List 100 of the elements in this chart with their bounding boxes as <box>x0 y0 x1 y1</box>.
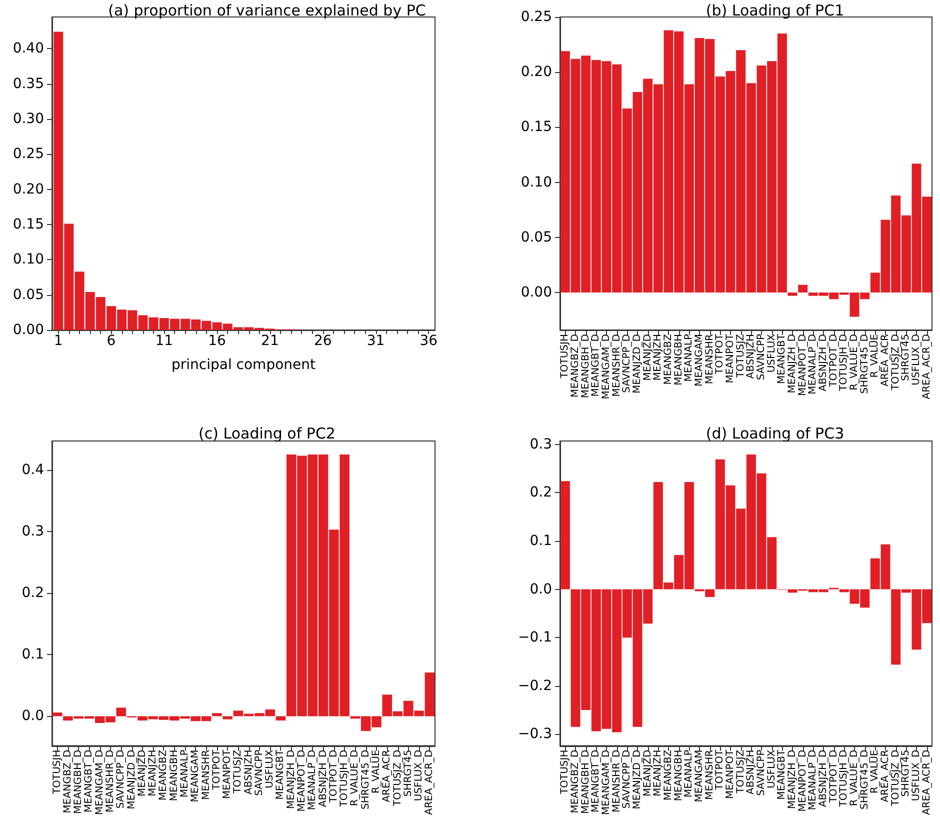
y-tick-label: 0.0 <box>22 708 44 724</box>
y-tick-label: 0.1 <box>22 646 44 663</box>
y-tick-label: 0.00 <box>12 322 44 338</box>
x-tick-label: MEANGBT <box>275 748 286 800</box>
bar <box>222 716 232 720</box>
bar <box>52 712 62 716</box>
y-tick-label: 0.15 <box>12 216 44 232</box>
x-tick-label: R_VALUE <box>870 750 881 794</box>
x-tick-label: AREA_ACR <box>880 334 891 387</box>
x-tick-label: SHRGT45 <box>900 750 912 797</box>
x-tick-label: MEANGBT_D <box>84 749 95 812</box>
y-tick-label: 0.2 <box>530 484 552 501</box>
y-tick-label: 0.3 <box>22 524 44 540</box>
x-tick-label: TOTUSJZ_D <box>890 749 902 808</box>
y-tick-label: 0.10 <box>12 252 44 268</box>
chart-title: (d) Loading of PC3 <box>706 424 844 442</box>
y-tick-label: −0.2 <box>518 678 552 694</box>
x-tick-label: MEANPOT <box>725 748 736 800</box>
x-axis-title: principal component <box>172 357 316 373</box>
x-tick-label: TOTPOT <box>714 748 726 791</box>
x-tick-label: SAVNCPP <box>756 334 767 380</box>
x-tick-label: SAVNCPP_D <box>622 749 633 809</box>
x-tick-label: ABSNJZH_D <box>818 334 829 392</box>
x-tick-label: MEANALP_D <box>307 749 318 810</box>
x-tick-label: MEANSHR <box>200 750 212 800</box>
x-tick-label: MEANGAM_D <box>601 334 612 400</box>
x-tick-label: MEANALP <box>684 334 695 382</box>
x-tick-label: TOTUSJZ_D <box>392 749 404 808</box>
x-tick-label: 6 <box>106 333 116 349</box>
y-tick-label: 0.05 <box>520 229 552 246</box>
x-tick-label: MEANGBH <box>168 750 180 802</box>
x-tick-label: R_VALUE <box>370 750 382 794</box>
x-tick-label: MEANPOT <box>725 333 736 384</box>
x-tick-label: ABSNJZH <box>746 750 757 794</box>
bar <box>116 708 126 716</box>
x-tick-label: MEANJZH_D <box>787 749 798 810</box>
x-tick-label: MEANGBZ <box>663 750 674 800</box>
chart-title: (c) Loading of PC2 <box>198 424 336 442</box>
x-tick-label: MEANJZH_D <box>787 334 798 394</box>
y-tick-label: 0.05 <box>12 286 44 303</box>
x-tick-label: SAVNCPP_D <box>622 334 633 393</box>
y-tick-label: 0.00 <box>520 284 552 301</box>
x-tick-label: SHRGT45_D <box>360 749 372 810</box>
x-tick-label: TOTUSJZ <box>735 750 746 794</box>
x-tick-label: MEANGBT_D <box>590 334 602 397</box>
x-tick-label: MEANALP_D <box>808 749 819 810</box>
x-tick-label: TOTUSJZ <box>232 750 244 794</box>
x-tick-label: MEANPOT <box>222 748 234 800</box>
x-tick-label: USFLUX_D <box>911 334 922 386</box>
y-tick-label: 0.25 <box>12 146 44 162</box>
x-tick-label: MEANSHR_D <box>105 749 116 813</box>
x-tick-label: MEANGAM <box>694 334 705 386</box>
y-tick-label: 0.3 <box>530 436 552 452</box>
bar <box>212 713 222 716</box>
x-tick-label: MEANJZD_D <box>126 749 138 810</box>
y-tick-label: 0.4 <box>22 462 44 478</box>
x-tick-label: SHRGT45 <box>900 334 912 382</box>
x-tick-label: MEANPOT_D <box>296 749 308 812</box>
x-tick-label: 16 <box>208 333 226 349</box>
x-tick-label: MEANJZD_D <box>632 334 643 394</box>
x-tick-label: ABSNJZH_D <box>318 749 329 808</box>
x-tick-label: MEANJZH <box>148 750 159 796</box>
x-tick-label: R_VALUE_D <box>849 749 860 806</box>
x-tick-label: TOTPOT_D <box>328 749 340 804</box>
x-tick-label: TOTPOT <box>211 748 222 791</box>
x-tick-label: AREA_ACR_D <box>424 749 436 816</box>
x-tick-label: TOTUSJH_D <box>339 749 350 808</box>
chart-title: (a) proportion of variance explained by PC <box>108 2 426 20</box>
x-tick-label: MEANPOT_D <box>797 334 808 396</box>
y-tick-label: 0.25 <box>520 9 552 25</box>
x-tick-label: MEANGBH_D <box>580 749 592 814</box>
y-tick-label: 0.20 <box>520 64 552 80</box>
bar <box>560 481 570 590</box>
y-tick-label: 0.0 <box>530 581 552 598</box>
x-tick-label: MEANALP <box>179 750 190 798</box>
x-tick-label: MEANALP <box>684 750 695 798</box>
x-tick-label: TOTUSJH <box>560 334 571 380</box>
x-tick-label: MEANGBH_D <box>580 334 592 398</box>
x-tick-label: MEANJZH <box>652 750 664 796</box>
bar <box>276 716 286 721</box>
x-tick-label: MEANGBZ <box>663 334 674 385</box>
y-tick-label: 0.10 <box>520 174 552 190</box>
x-tick-label: MEANSHR <box>704 334 716 384</box>
x-tick-label: MEANGAM_D <box>601 749 612 815</box>
x-tick-label: MEANSHR_D <box>611 334 622 397</box>
y-tick-label: 0.1 <box>530 532 552 549</box>
x-tick-label: MEANJZD <box>642 749 654 797</box>
x-tick-label: R_VALUE_D <box>849 334 860 390</box>
x-tick-label: USFLUX <box>264 750 276 788</box>
y-tick-label: 0.35 <box>12 76 44 92</box>
y-tick-label: 0.30 <box>12 110 44 127</box>
x-tick-label: MEANGBZ_D <box>570 334 581 398</box>
x-tick-label: 1 <box>54 333 63 349</box>
x-tick-label: R_VALUE <box>870 334 881 378</box>
x-tick-label: MEANGBZ_D <box>570 749 581 814</box>
x-tick-label: TOTPOT <box>714 333 726 376</box>
x-tick-label: USFLUX <box>766 334 778 373</box>
x-tick-label: MEANGBH <box>673 334 684 386</box>
x-tick-label: MEANGBT <box>776 748 788 800</box>
x-tick-label: SAVNCPP <box>756 750 767 796</box>
